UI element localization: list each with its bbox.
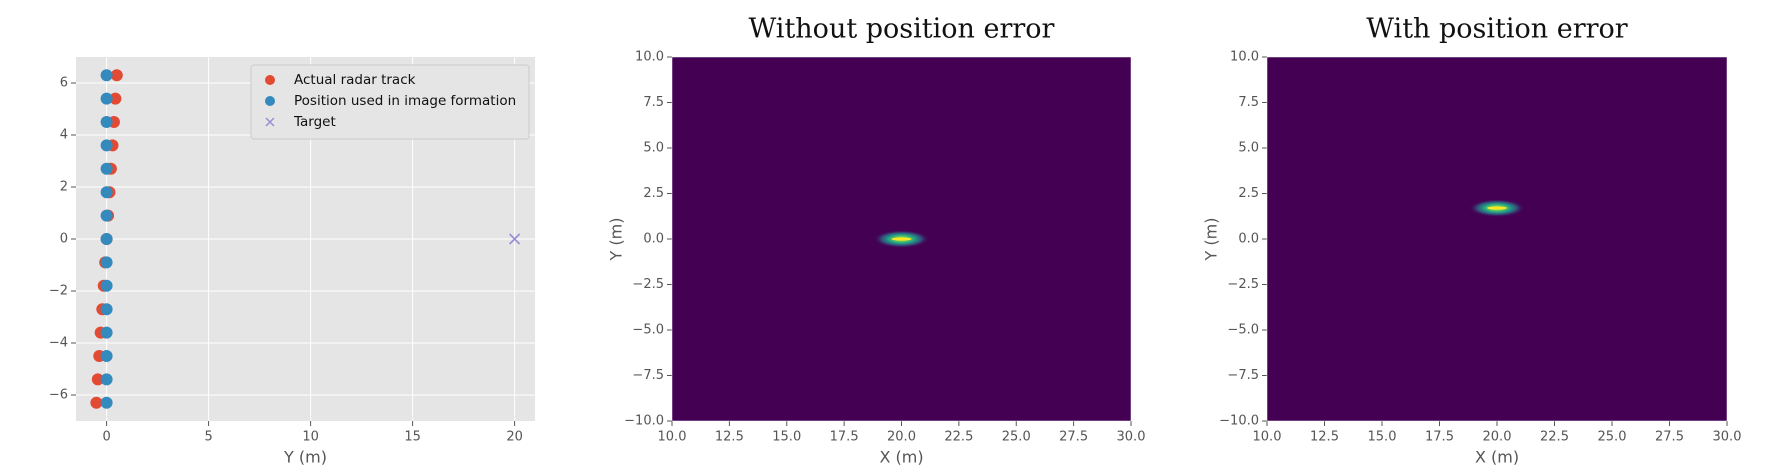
x-tick-label: 15.0	[772, 430, 801, 445]
legend-label: Actual radar track	[294, 72, 416, 88]
marker	[100, 69, 113, 82]
plot-frame	[671, 56, 1132, 422]
y-tick-label: 7.5	[643, 95, 664, 110]
x-tick-label: 17.5	[830, 430, 859, 445]
marker	[100, 279, 113, 292]
legend-label: Target	[293, 114, 336, 130]
y-tick-label: −4	[49, 336, 68, 351]
x-tick-label: 0	[102, 430, 110, 445]
x-tick-label: 15.0	[1368, 430, 1397, 445]
marker	[100, 396, 113, 409]
y-tick-label: 4	[60, 128, 68, 143]
y-tick-label: −5.0	[1227, 323, 1259, 338]
x-tick-label: 17.5	[1425, 430, 1454, 445]
marker	[110, 69, 123, 82]
y-axis-label: Y (m)	[607, 218, 626, 262]
intensity-core	[891, 237, 912, 241]
x-tick-label: 10.0	[658, 430, 687, 445]
y-tick-label: 10.0	[1230, 50, 1259, 65]
y-tick-label: −7.5	[1227, 368, 1259, 383]
marker	[100, 256, 113, 269]
y-tick-label: −10.0	[1219, 414, 1259, 429]
marker	[509, 233, 521, 245]
marker	[100, 139, 113, 152]
intensity-core	[1487, 206, 1507, 210]
y-tick-label: 6	[60, 76, 68, 91]
marker	[100, 233, 113, 245]
plot-area	[1267, 57, 1727, 421]
y-tick-label: −2	[49, 284, 68, 299]
x-tick-label: 12.5	[1310, 430, 1339, 445]
y-tick-label: 0.0	[643, 232, 664, 247]
marker	[109, 92, 122, 105]
y-tick-label: 7.5	[1238, 95, 1259, 110]
x-tick-label: 22.5	[944, 430, 973, 445]
marker	[100, 92, 113, 105]
x-tick-label: 20.0	[1483, 430, 1512, 445]
marker	[100, 350, 113, 362]
x-tick-label: 27.5	[1059, 430, 1088, 445]
marker	[91, 373, 104, 386]
x-tick-label: 20	[506, 430, 523, 445]
legend-box	[250, 64, 530, 140]
y-tick-label: −6	[49, 388, 68, 403]
marker	[100, 116, 113, 128]
legend-marker	[265, 75, 275, 85]
y-tick-label: 5.0	[1238, 141, 1259, 156]
marker	[100, 162, 113, 175]
legend-marker	[265, 96, 275, 106]
plot-frame	[1266, 56, 1728, 422]
y-tick-label: −5.0	[632, 323, 664, 338]
x-tick-label: 15	[404, 430, 421, 445]
marker	[100, 303, 113, 316]
y-tick-label: 5.0	[643, 141, 664, 156]
x-axis-label: X (m)	[879, 448, 923, 467]
x-tick-label: 30.0	[1117, 430, 1146, 445]
legend-marker	[265, 117, 275, 127]
x-tick-label: 5	[204, 430, 212, 445]
y-tick-label: −2.5	[632, 277, 664, 292]
x-tick-label: 25.0	[1598, 430, 1627, 445]
marker	[90, 396, 103, 409]
y-axis-label: Y (m)	[1202, 218, 1221, 262]
y-tick-label: 0.0	[1238, 232, 1259, 247]
chart-title: Without position error	[749, 14, 1055, 45]
y-tick-label: −10.0	[624, 414, 664, 429]
x-tick-label: 20.0	[887, 430, 916, 445]
y-tick-label: 2.5	[1238, 186, 1259, 201]
y-tick-label: −2.5	[1227, 277, 1259, 292]
y-tick-label: 0	[60, 232, 68, 247]
x-tick-label: 25.0	[1002, 430, 1031, 445]
x-axis-label: Y (m)	[283, 448, 327, 467]
y-tick-label: 10.0	[635, 50, 664, 65]
x-tick-label: 10.0	[1253, 430, 1282, 445]
legend-label: Position used in image formation	[294, 93, 516, 109]
marker	[100, 326, 113, 339]
y-tick-label: 2.5	[643, 186, 664, 201]
x-tick-label: 12.5	[715, 430, 744, 445]
x-tick-label: 10	[302, 430, 319, 445]
x-axis-label: X (m)	[1475, 448, 1519, 467]
marker	[100, 373, 113, 386]
marker	[100, 186, 113, 199]
marker	[100, 209, 113, 222]
y-tick-label: 2	[60, 180, 68, 195]
chart-title: With position error	[1366, 14, 1628, 45]
y-tick-label: −7.5	[632, 368, 664, 383]
x-tick-label: 27.5	[1655, 430, 1684, 445]
x-tick-label: 30.0	[1713, 430, 1742, 445]
x-tick-label: 22.5	[1540, 430, 1569, 445]
